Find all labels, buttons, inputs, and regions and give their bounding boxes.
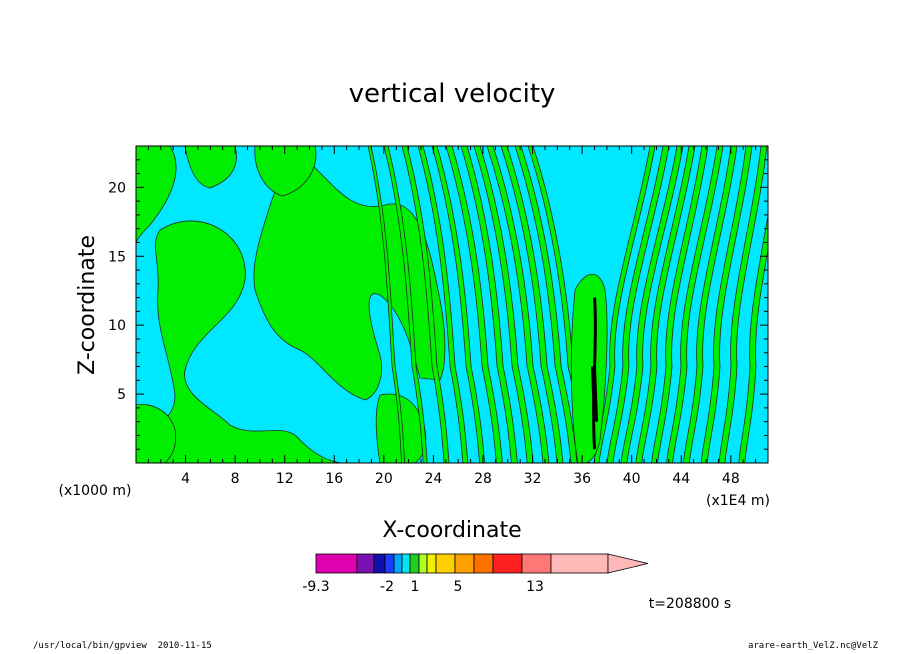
- wave-stripe: [445, 146, 503, 463]
- colorbar-segment: [492, 553, 523, 574]
- colorbar-segment: [384, 553, 395, 574]
- x-tick-label: 20: [375, 471, 393, 487]
- x-tick-label: 48: [722, 471, 740, 487]
- wave-stripe: [401, 146, 450, 463]
- colorbar-segment: [356, 553, 375, 574]
- y-tick-label: 15: [108, 249, 126, 265]
- plot-frame: [135, 145, 769, 464]
- positive-region: [184, 146, 237, 189]
- y-axis: 5 10 15 20: [108, 159, 768, 450]
- wave-stripe: [417, 146, 469, 463]
- colorbar-segment: [435, 553, 456, 574]
- wave-stripe: [593, 146, 656, 463]
- footer-source: /usr/local/bin/gpview 2010-11-15: [33, 641, 212, 651]
- positive-region: [136, 403, 177, 463]
- wave-stripe: [682, 146, 738, 463]
- chart-title: vertical velocity: [349, 79, 556, 109]
- colorbar-segment: [454, 553, 475, 574]
- x-tick-label: 28: [474, 471, 492, 487]
- wave-stripe: [500, 146, 564, 463]
- x-tick-label: 40: [623, 471, 641, 487]
- y-tick-label: 20: [108, 180, 126, 196]
- colorbar-segment: [521, 553, 552, 574]
- positive-region: [570, 273, 608, 463]
- wave-stripe: [383, 146, 428, 463]
- x-unit-label: (x1000 m): [59, 483, 132, 499]
- x-tick-label: 36: [573, 471, 591, 487]
- positive-region: [254, 146, 317, 197]
- colorbar-segment: [315, 553, 358, 574]
- positive-region: [136, 220, 346, 463]
- wave-stripe: [367, 146, 406, 463]
- x-tick-label: 24: [424, 471, 442, 487]
- updraft-core: [591, 297, 599, 450]
- colorbar-segment: [409, 553, 420, 574]
- x-tick-label: 8: [231, 471, 240, 487]
- x-tick-label: 4: [181, 471, 190, 487]
- x-axis: 4 8 12 16 20 24 28 32 36 40 44 48: [147, 146, 757, 487]
- x-tick-label: 16: [325, 471, 343, 487]
- y-axis-label: Z-coordinate: [75, 235, 100, 375]
- positive-velocity-regions: [136, 146, 768, 463]
- x-axis-label: X-coordinate: [382, 518, 521, 543]
- x-tick-label: 32: [524, 471, 542, 487]
- wave-stripe: [431, 146, 486, 463]
- colorbar-segment: [393, 553, 403, 574]
- colorbar-tick-label: 1: [411, 579, 420, 595]
- wave-stripe: [666, 146, 724, 463]
- colorbar-segment: [550, 553, 609, 574]
- wave-stripe: [700, 146, 753, 463]
- x-tick-label: 44: [672, 471, 690, 487]
- wave-stripe: [718, 146, 768, 463]
- colorbar-segment: [418, 553, 428, 574]
- colorbar-tick-label: -9.3: [302, 579, 329, 595]
- wave-stripe: [651, 146, 709, 463]
- y-tick-label: 10: [108, 318, 126, 334]
- colorbar: [315, 553, 649, 574]
- x-scale-label: (x1E4 m): [706, 493, 770, 509]
- colorbar-tick-labels: -9.3 -2 1 5 13: [302, 579, 544, 595]
- time-label: t=208800 s: [649, 596, 731, 612]
- wave-stripe: [460, 146, 518, 463]
- x-tick-label: 12: [276, 471, 294, 487]
- y-tick-label: 5: [117, 387, 126, 403]
- colorbar-tick-label: -2: [380, 579, 394, 595]
- wave-stripe: [635, 146, 696, 463]
- footer-file: arare-earth_VelZ.nc@VelZ: [747, 641, 878, 651]
- colorbar-segment: [473, 553, 494, 574]
- wave-stripe: [738, 213, 768, 463]
- wave-stripe: [620, 146, 684, 463]
- wave-stripe: [606, 146, 670, 463]
- colorbar-segment: [373, 553, 386, 574]
- wave-stripe: [473, 146, 534, 463]
- colorbar-segment: [401, 553, 411, 574]
- colorbar-tick-label: 5: [454, 579, 463, 595]
- colorbar-segment: [426, 553, 437, 574]
- plot-area: [136, 146, 768, 463]
- updraft-core-thick: [591, 366, 599, 422]
- colorbar-tick-label: 13: [526, 579, 544, 595]
- colorbar-extend-arrow: [607, 553, 649, 574]
- wave-stripe: [514, 146, 578, 463]
- wave-stripe: [486, 146, 550, 463]
- positive-region: [136, 146, 177, 246]
